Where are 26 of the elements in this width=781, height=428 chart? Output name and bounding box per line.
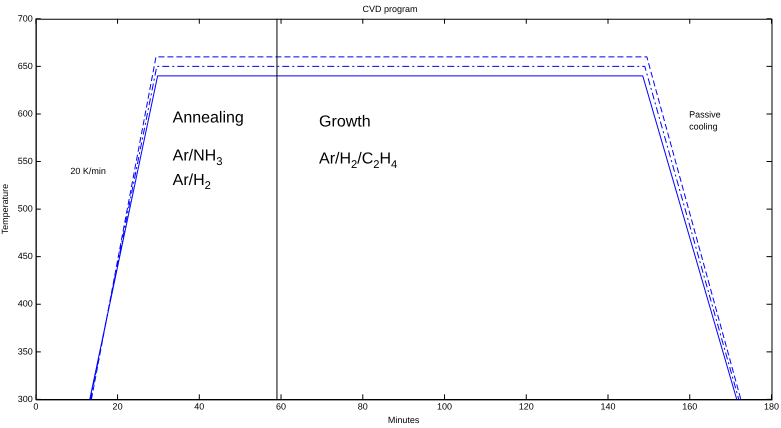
y-tick-label: 600	[18, 108, 33, 118]
x-tick-label: 120	[518, 401, 534, 412]
y-tick-label: 650	[18, 60, 33, 71]
y-tick-label: 550	[18, 156, 33, 166]
x-tick-label: 180	[764, 401, 780, 412]
x-tick-label: 20	[112, 401, 123, 412]
x-tick-label: 100	[437, 401, 452, 412]
x-tick-label: 60	[276, 401, 286, 412]
annotation: Passive cooling	[689, 110, 721, 132]
annotation: Annealing	[172, 110, 244, 127]
y-tick-label: 500	[18, 204, 33, 214]
x-tick-label: 40	[194, 401, 204, 412]
y-tick-label: 450	[18, 251, 33, 262]
y-tick-label: 700	[18, 13, 33, 24]
chart-title: CVD program	[362, 4, 418, 14]
x-tick-label: 140	[600, 401, 616, 412]
y-tick-label: 400	[18, 298, 33, 309]
y-tick-label: 300	[18, 394, 33, 404]
annotation: 20 K/min	[70, 166, 106, 176]
x-tick-label: 160	[682, 401, 698, 412]
annotation: Growth	[319, 114, 371, 131]
x-axis-title: Minutes	[388, 415, 420, 426]
x-tick-label: 80	[358, 401, 368, 412]
x-tick-label: 0	[33, 401, 38, 412]
y-axis-title: Temperature	[0, 184, 10, 234]
y-tick-label: 350	[18, 346, 33, 356]
